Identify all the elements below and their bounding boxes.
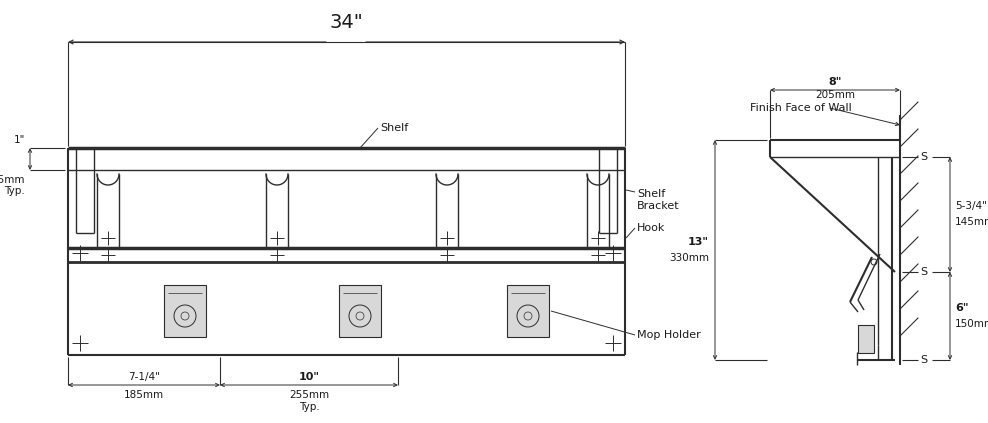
- Text: Finish Face of Wall: Finish Face of Wall: [750, 103, 852, 113]
- Text: 1": 1": [14, 135, 25, 145]
- Text: 150mm: 150mm: [955, 319, 988, 329]
- Text: 8": 8": [828, 77, 842, 87]
- Text: Shelf: Shelf: [380, 123, 408, 133]
- Text: 7-1/4": 7-1/4": [128, 372, 160, 382]
- Text: S: S: [920, 267, 927, 277]
- Text: Typ.: Typ.: [4, 186, 25, 196]
- Text: 13": 13": [688, 237, 709, 247]
- Text: S: S: [920, 355, 927, 365]
- Text: 34": 34": [329, 13, 363, 31]
- Text: S: S: [920, 152, 927, 162]
- Text: 10": 10": [298, 372, 319, 382]
- Text: 255mm: 255mm: [288, 390, 329, 400]
- Text: 5-3/4": 5-3/4": [955, 201, 987, 211]
- Text: Typ.: Typ.: [298, 402, 319, 412]
- Bar: [339, 285, 381, 337]
- Bar: [507, 285, 549, 337]
- Text: Mop Holder: Mop Holder: [637, 330, 700, 340]
- Bar: [164, 285, 206, 337]
- Text: 205mm: 205mm: [815, 90, 855, 100]
- Text: 145mm: 145mm: [955, 217, 988, 227]
- Text: 25mm: 25mm: [0, 175, 25, 185]
- Text: 6": 6": [955, 303, 968, 313]
- Text: Hook: Hook: [637, 223, 665, 233]
- Text: 185mm: 185mm: [124, 390, 164, 400]
- Text: Shelf
Bracket: Shelf Bracket: [637, 189, 680, 211]
- Bar: [858, 325, 874, 353]
- Text: 330mm: 330mm: [669, 253, 709, 263]
